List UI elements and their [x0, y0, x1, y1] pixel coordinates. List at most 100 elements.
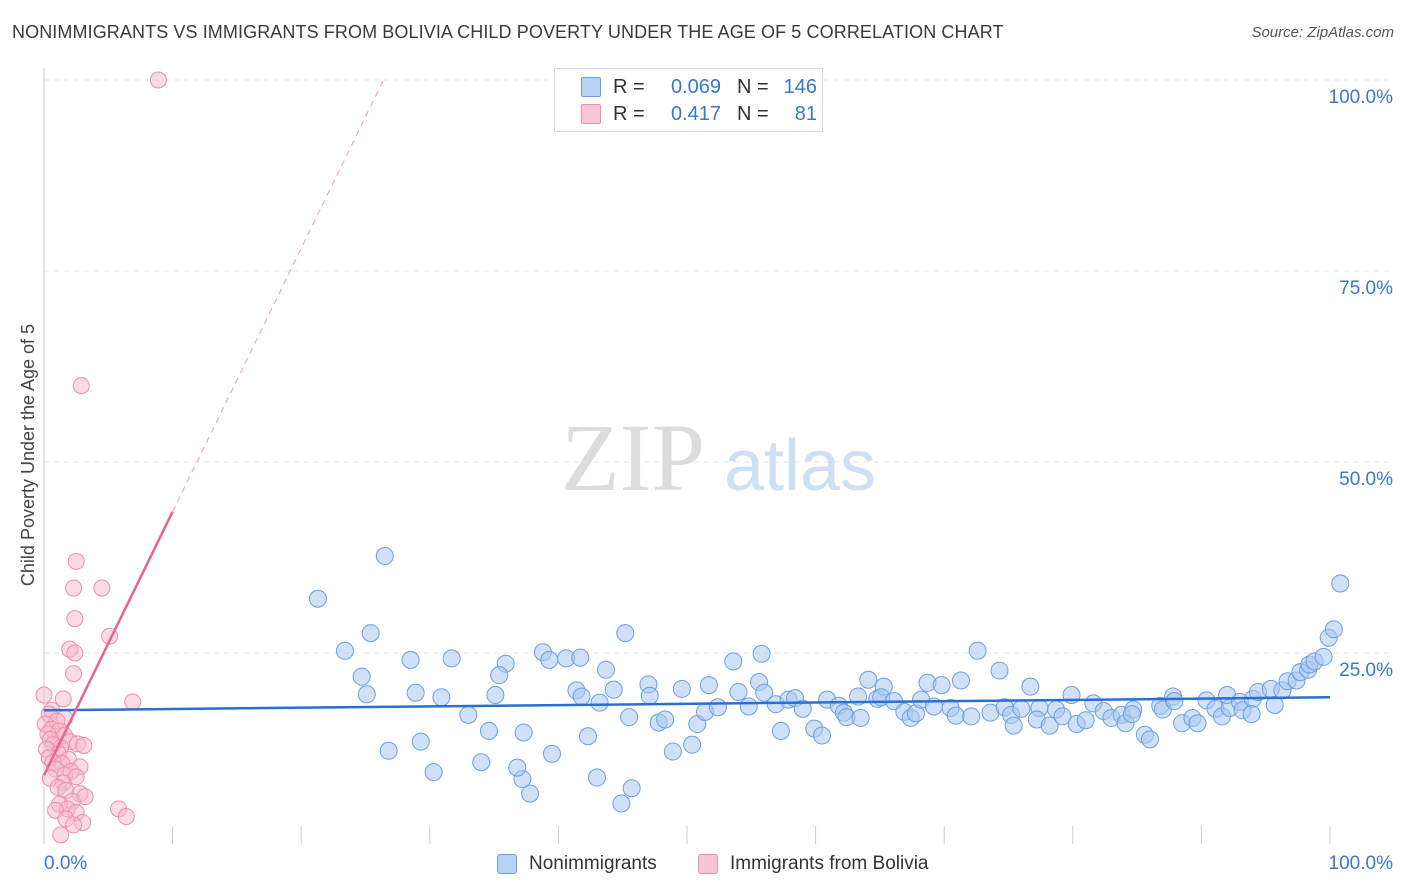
bolivia-point [65, 816, 83, 834]
nonimmigrant-point [968, 641, 987, 660]
bolivia-point [54, 690, 72, 708]
nonimmigrant-point [771, 721, 790, 740]
y-axis-label: Child Poverty Under the Age of 5 [18, 324, 38, 586]
nonimmigrant-point [622, 779, 641, 798]
legend-r-label: R = [613, 75, 645, 98]
bolivia-point [67, 552, 85, 570]
nonimmigrant-point [1324, 620, 1343, 639]
bottom-legend-bolivia[interactable]: Immigrants from Bolivia [698, 852, 929, 876]
nonimmigrant-point [962, 707, 981, 726]
nonimmigrant-point [459, 705, 478, 724]
y-tick-label: 25.0% [1339, 660, 1393, 681]
bolivia-point [65, 665, 83, 683]
nonimmigrant-point [486, 686, 505, 705]
nonimmigrant-point [683, 735, 702, 754]
nonimmigrant-point [1242, 705, 1261, 724]
nonimmigrant-point [1076, 711, 1095, 730]
bolivia-point [52, 826, 70, 844]
nonimmigrant-point [571, 648, 590, 667]
grid-lines [44, 79, 1394, 654]
bolivia-point [117, 807, 135, 825]
nonimmigrant-point [1331, 574, 1350, 593]
nonimmigrant-point [424, 763, 443, 782]
nonimmigrant-point [596, 660, 615, 679]
nonimmigrant-point [729, 682, 748, 701]
nonimmigrant-point [406, 683, 425, 702]
nonimmigrant-point [521, 784, 540, 803]
x-tick-label: 0.0% [44, 853, 87, 874]
nonimmigrant-point [663, 742, 682, 761]
trend-lines [42, 79, 1331, 776]
bolivia-point [124, 693, 142, 711]
tick-labels: 25.0% 50.0% 75.0% 100.0% 0.0% 100.0% [44, 87, 1393, 874]
legend-n-value: 146 [783, 75, 817, 98]
nonimmigrant-point [672, 679, 691, 698]
nonimmigrant-point [699, 676, 718, 695]
bottom-legend-nonimmigrants[interactable]: Nonimmigrants [497, 852, 657, 876]
nonimmigrant-point [1053, 707, 1072, 726]
y-tick-label: 100.0% [1329, 87, 1394, 108]
bolivia-trend-line [42, 511, 174, 776]
nonimmigrant-point [708, 698, 727, 717]
nonimmigrant-point [859, 670, 878, 689]
bolivia-point [75, 736, 93, 754]
nonimmigrant-point [479, 721, 498, 740]
nonimmigrant-point [578, 727, 597, 746]
bottom-legend-label: Nonimmigrants [529, 853, 657, 874]
nonimmigrant-point [1012, 699, 1031, 718]
nonimmigrant-point [612, 794, 631, 813]
nonimmigrant-point [1021, 677, 1040, 696]
legend: R = 0.069 N = 146 R = 0.417 N = 81 [554, 68, 823, 132]
bolivia-point [65, 579, 83, 597]
nonimmigrant-point [851, 708, 870, 727]
scatter-points [35, 71, 1350, 844]
legend-n-value: 81 [794, 102, 817, 125]
bottom-legend-swatch-blue [497, 854, 517, 874]
legend-r-label: R = [613, 102, 645, 125]
nonimmigrant-point [1004, 716, 1023, 735]
nonimmigrant-point [724, 652, 743, 671]
nonimmigrant-point [352, 667, 371, 686]
legend-r-value: 0.417 [670, 102, 721, 125]
nonimmigrant-point [752, 644, 771, 663]
nonimmigrant-point [379, 741, 398, 760]
legend-row-nonimmigrants: R = 0.069 N = 146 [581, 75, 817, 99]
nonimmigrant-point [411, 732, 430, 751]
source-label: Source: ZipAtlas.com [1251, 24, 1394, 41]
nonimmigrant-point [442, 649, 461, 668]
nonimmigrant-point [990, 661, 1009, 680]
nonimmigrant-point [432, 688, 451, 707]
bolivia-point [66, 644, 84, 662]
nonimmigrant-point [1140, 730, 1159, 749]
nonimmigrant-point [542, 744, 561, 763]
legend-n-label: N = [737, 102, 769, 125]
nonimmigrant-point [375, 546, 394, 565]
bottom-legend-swatch-pink [698, 854, 718, 874]
x-tick-label: 100.0% [1329, 853, 1394, 874]
nonimmigrant-point [590, 693, 609, 712]
nonimmigrant-point [932, 676, 951, 695]
nonimmigrant-point [540, 650, 559, 669]
legend-r-value: 0.069 [670, 75, 721, 98]
y-tick-label: 75.0% [1339, 278, 1393, 299]
legend-swatch-pink [581, 104, 601, 124]
nonimmigrant-point [616, 624, 635, 643]
nonimmigrant-point [357, 685, 376, 704]
nonimmigrant-point [335, 641, 354, 660]
nonimmigrant-point [1314, 647, 1333, 666]
nonimmigrant-point [514, 723, 533, 742]
watermark-atlas: atlas [724, 426, 876, 506]
nonimmigrant-point [508, 758, 527, 777]
nonimmigrant-point [656, 710, 675, 729]
nonimmigrant-point [1165, 692, 1184, 711]
bolivia-point [66, 610, 84, 628]
nonimmigrant-point [308, 589, 327, 608]
nonimmigrant-point [1265, 695, 1284, 714]
nonimmigrant-point [951, 671, 970, 690]
nonimmigrant-point [640, 686, 659, 705]
nonimmigrant-point [1122, 705, 1141, 724]
y-tick-label: 50.0% [1339, 469, 1393, 490]
nonimmigrant-point [793, 699, 812, 718]
bolivia-trend-line-dashed [172, 79, 385, 512]
